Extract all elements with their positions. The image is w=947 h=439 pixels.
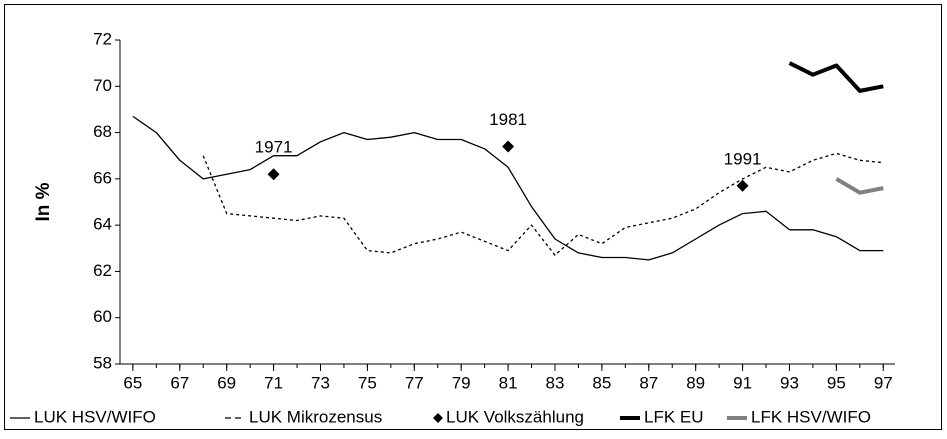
legend-label: LFK HSV/WIFO — [751, 407, 871, 426]
x-tick-label: 77 — [405, 373, 424, 392]
x-tick-label: 79 — [452, 373, 471, 392]
y-tick-label: 68 — [93, 122, 112, 141]
legend-symbol — [433, 413, 443, 423]
series-line — [788, 61, 884, 93]
x-tick-label: 73 — [311, 373, 330, 392]
x-tick-label: 67 — [170, 373, 189, 392]
marker — [736, 179, 749, 192]
legend-label: LUK Mikrozensus — [249, 407, 382, 426]
x-tick-label: 95 — [827, 373, 846, 392]
x-tick-label: 93 — [780, 373, 799, 392]
y-tick-label: 66 — [93, 168, 112, 187]
x-tick-label: 65 — [123, 373, 142, 392]
x-tick-label: 83 — [546, 373, 565, 392]
x-tick-label: 87 — [639, 373, 658, 392]
y-tick-label: 62 — [93, 261, 112, 280]
legend-label: LUK HSV/WIFO — [34, 407, 156, 426]
y-tick-label: 72 — [93, 29, 112, 48]
x-tick-label: 71 — [264, 373, 283, 392]
series-line — [202, 152, 884, 256]
y-axis-label: In % — [33, 182, 54, 221]
y-tick-label: 64 — [93, 215, 112, 234]
annotation: 1991 — [724, 149, 762, 168]
y-tick-label: 58 — [93, 353, 112, 372]
legend-label: LFK EU — [644, 407, 704, 426]
marker — [502, 140, 515, 153]
annotation: 1981 — [489, 110, 527, 129]
marker — [267, 168, 280, 181]
x-tick-label: 81 — [499, 373, 518, 392]
x-tick-label: 75 — [358, 373, 377, 392]
frame — [4, 4, 942, 430]
y-tick-label: 60 — [93, 307, 112, 326]
legend-label: LUK Volkszählung — [446, 407, 584, 426]
x-tick-label: 69 — [217, 373, 236, 392]
annotation: 1971 — [255, 138, 293, 157]
x-tick-label: 91 — [733, 373, 752, 392]
x-tick-label: 85 — [592, 373, 611, 392]
y-tick-label: 70 — [93, 76, 112, 95]
x-tick-label: 97 — [874, 373, 893, 392]
series-line — [132, 115, 884, 261]
series-line — [835, 177, 884, 195]
x-tick-label: 89 — [686, 373, 705, 392]
